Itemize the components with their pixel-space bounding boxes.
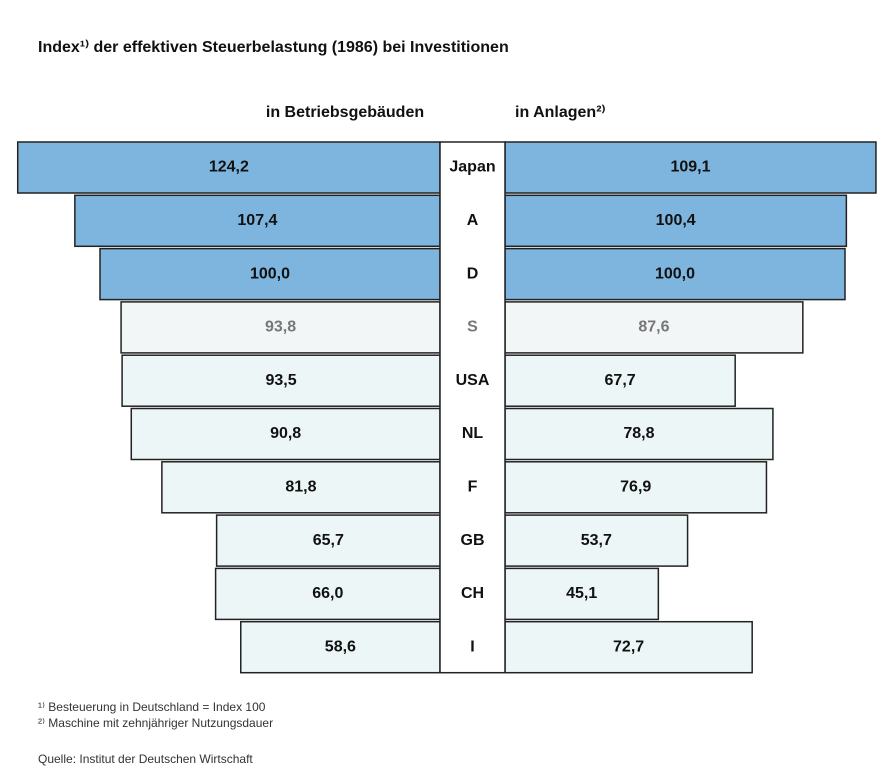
category-label: F [468, 479, 478, 496]
value-label: 93,5 [265, 372, 296, 389]
bar [504, 407, 774, 461]
value-label: 66,0 [312, 585, 343, 602]
value-label: 124,2 [209, 159, 249, 176]
value-label: 72,7 [613, 638, 644, 655]
category-label: Japan [449, 159, 495, 176]
bar [240, 620, 441, 674]
value-label: 100,0 [655, 265, 695, 282]
center-column [439, 141, 506, 674]
value-label: 53,7 [581, 532, 612, 549]
legend-right: in Anlagen²⁾ [515, 104, 606, 121]
chart-title: Index¹⁾ der effektiven Steuerbelastung (… [38, 39, 509, 56]
legend-left: in Betriebsgebäuden [266, 104, 424, 121]
value-label: 81,8 [285, 479, 316, 496]
value-label: 67,7 [605, 372, 636, 389]
bar [504, 194, 848, 248]
value-label: 65,7 [313, 532, 344, 549]
bar [161, 461, 441, 514]
value-label: 76,9 [620, 479, 651, 496]
category-label: USA [456, 372, 490, 389]
value-label: 109,1 [670, 159, 710, 176]
footnote: ¹⁾ Besteuerung in Deutschland = Index 10… [38, 700, 266, 714]
bar [120, 301, 441, 354]
category-label: I [470, 638, 474, 655]
category-label: A [467, 212, 479, 229]
category-label: NL [462, 425, 484, 442]
bar [504, 620, 753, 674]
footnote: ²⁾ Maschine mit zehnjähriger Nutzungsdau… [38, 716, 273, 730]
value-label: 45,1 [566, 585, 597, 602]
value-label: 107,4 [237, 212, 277, 229]
bar [214, 567, 441, 621]
value-label: 78,8 [623, 425, 654, 442]
bar [504, 461, 768, 514]
value-label: 100,0 [250, 265, 290, 282]
value-label: 100,4 [656, 212, 696, 229]
value-label: 93,8 [265, 319, 296, 336]
bar [504, 354, 736, 407]
bar [16, 141, 441, 194]
bar [74, 194, 441, 248]
value-label: 58,6 [325, 638, 356, 655]
source: Quelle: Institut der Deutschen Wirtschaf… [38, 752, 253, 766]
category-label: GB [461, 532, 485, 549]
category-label: CH [461, 585, 484, 602]
category-label: S [467, 319, 478, 336]
bar [504, 141, 877, 194]
category-label: D [467, 265, 479, 282]
bar [121, 354, 441, 407]
value-label: 90,8 [270, 425, 301, 442]
value-label: 87,6 [638, 319, 669, 336]
bar [99, 247, 441, 301]
